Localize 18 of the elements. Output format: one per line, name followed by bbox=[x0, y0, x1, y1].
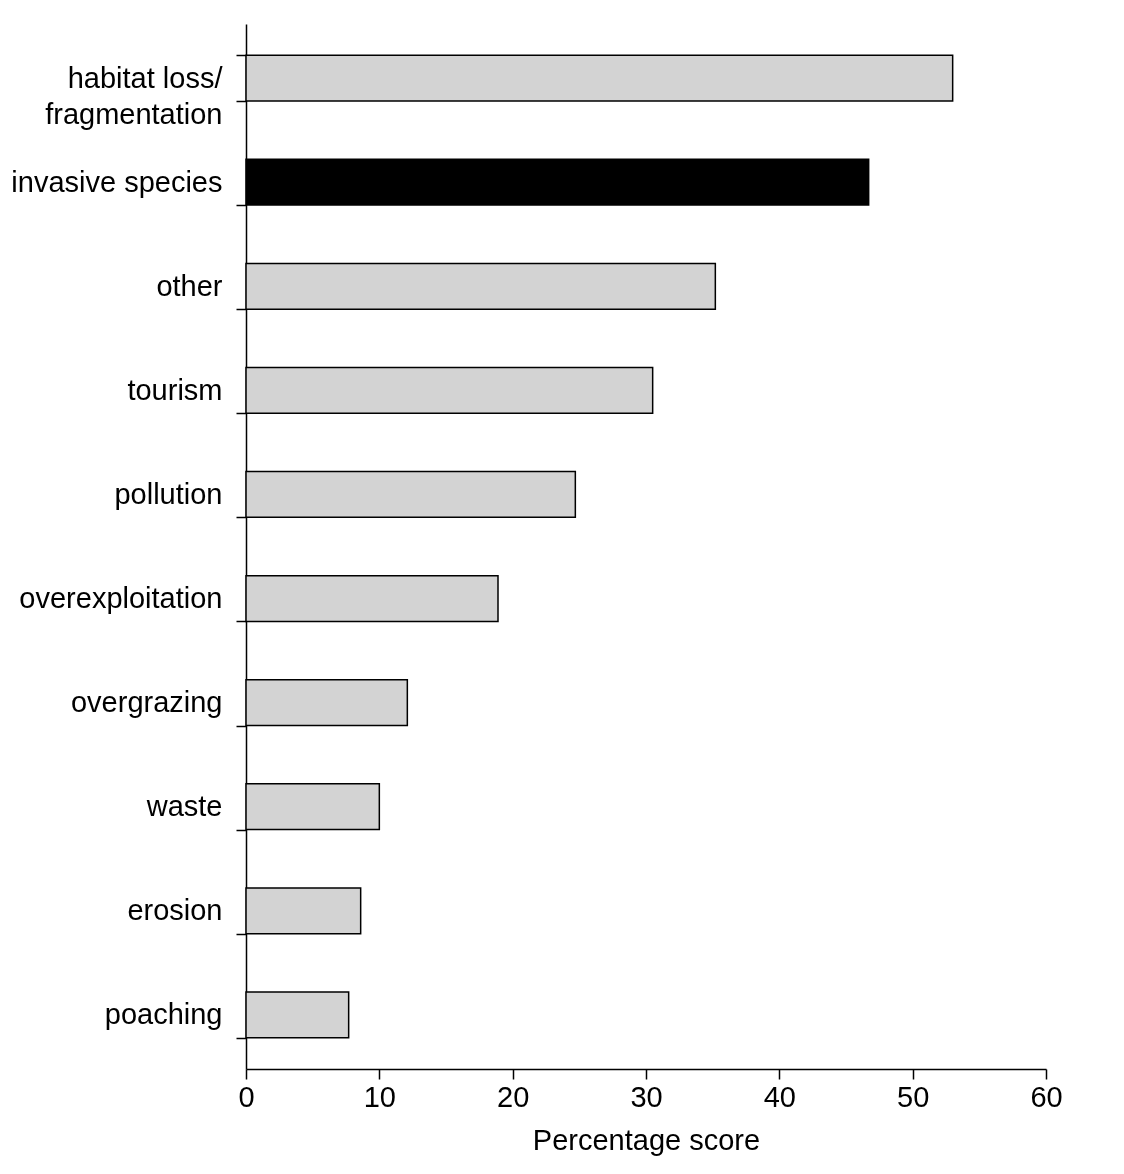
y-tick-label: overexploitation bbox=[19, 582, 223, 615]
x-axis-title: Percentage score bbox=[532, 1123, 761, 1156]
x-tick-label: 20 bbox=[497, 1080, 530, 1113]
x-tick-label: 50 bbox=[897, 1080, 930, 1113]
y-tick-label: invasive species bbox=[11, 165, 223, 198]
x-tick-label: 10 bbox=[363, 1080, 396, 1113]
y-tick-label: overgrazing bbox=[70, 686, 223, 719]
y-tick-label: other bbox=[156, 269, 223, 302]
y-tick-label: habitat loss/ fragmentation bbox=[45, 61, 224, 130]
x-tick-label: 40 bbox=[763, 1080, 796, 1113]
y-tick-label: poaching bbox=[104, 998, 223, 1031]
y-tick-label: waste bbox=[145, 790, 223, 823]
y-tick-label: pollution bbox=[114, 477, 223, 510]
x-tick-label: 60 bbox=[1030, 1080, 1063, 1113]
y-tick-label: erosion bbox=[127, 894, 223, 927]
x-tick-label: 0 bbox=[238, 1080, 255, 1113]
y-tick-label: tourism bbox=[127, 373, 223, 406]
x-tick-label: 30 bbox=[630, 1080, 663, 1113]
